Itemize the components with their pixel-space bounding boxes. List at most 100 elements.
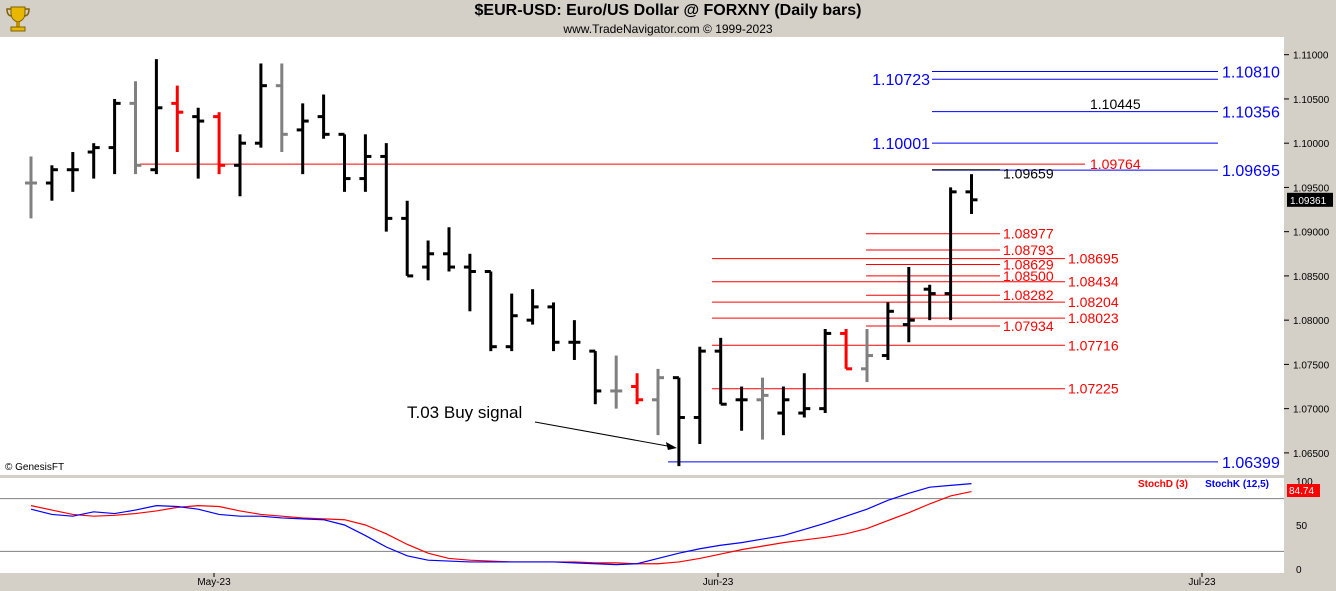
y-tick-label: 1.09000 <box>1293 228 1330 239</box>
last-price-box <box>1287 192 1333 207</box>
level-label: 1.07716 <box>1068 337 1119 353</box>
ohlc-bar <box>965 174 978 214</box>
ohlc-bar <box>902 267 915 343</box>
ohlc-bar <box>526 289 539 325</box>
level-label: 1.07934 <box>1003 318 1054 334</box>
level-label: 1.10001 <box>872 136 930 153</box>
ohlc-bar <box>672 376 685 467</box>
ohlc-bar <box>359 134 372 192</box>
y-tick-label: 1.06500 <box>1293 449 1330 460</box>
ohlc-bar <box>338 132 351 192</box>
stochastic-panel <box>0 478 1284 573</box>
ohlc-bar <box>923 284 936 321</box>
ohlc-bar <box>380 143 393 232</box>
level-label: 1.08023 <box>1068 310 1119 326</box>
level-label: 1.10810 <box>1222 65 1280 82</box>
y-tick-label: 1.09500 <box>1293 183 1330 194</box>
ohlc-bar <box>45 165 58 201</box>
level-label: 1.09764 <box>1090 156 1141 172</box>
level-label: 1.08204 <box>1068 294 1119 310</box>
y-tick-label: 1.07000 <box>1293 405 1330 416</box>
level-label: 1.08282 <box>1003 287 1054 303</box>
ohlc-bar <box>317 94 330 139</box>
buy-signal-arrowhead <box>665 442 677 450</box>
ohlc-bar <box>547 302 560 352</box>
ohlc-bar <box>610 355 623 409</box>
buy-signal-annotation: T.03 Buy signal <box>407 403 522 422</box>
ohlc-bar <box>735 386 748 431</box>
ohlc-bar <box>254 63 267 148</box>
ohlc-bar <box>87 143 100 179</box>
y-tick-label: 1.10000 <box>1293 139 1330 150</box>
ohlc-bar <box>108 98 121 175</box>
ohlc-bar <box>714 337 727 406</box>
legend-stochd: StochD (3) <box>1138 479 1188 490</box>
ohlc-bar <box>693 346 706 445</box>
y-tick-label: 1.08500 <box>1293 272 1330 283</box>
level-label: 1.08977 <box>1003 226 1054 242</box>
x-tick-label: Jul-23 <box>1188 577 1216 588</box>
ohlc-bar <box>296 103 309 175</box>
ohlc-bar <box>944 187 957 321</box>
stoch-tick-label: 50 <box>1296 521 1308 532</box>
stoch-series-line <box>30 483 972 566</box>
ohlc-bar <box>150 59 163 175</box>
ohlc-bar <box>463 253 476 312</box>
ohlc-bar <box>777 386 790 436</box>
ohlc-bar <box>192 107 205 179</box>
chart-subtitle: www.TradeNavigator.com © 1999-2023 <box>563 22 773 36</box>
stoch-last-box <box>1287 484 1320 497</box>
level-label: 1.10356 <box>1222 105 1280 122</box>
ohlc-bar <box>25 156 37 219</box>
ohlc-bar <box>652 368 664 436</box>
ohlc-bar <box>171 85 184 153</box>
y-tick-label: 1.08000 <box>1293 316 1330 327</box>
ohlc-bar <box>213 112 226 175</box>
ohlc-bar <box>568 320 581 360</box>
y-tick-label: 1.11000 <box>1293 51 1329 62</box>
legend-stochk: StochK (12,5) <box>1205 479 1269 490</box>
chart-header: $EUR-USD: Euro/US Dollar @ FORXNY (Daily… <box>0 0 1336 37</box>
ohlc-bar <box>484 269 497 352</box>
trophy-logo-icon <box>6 6 30 32</box>
y-tick-label: 1.07500 <box>1293 360 1330 371</box>
level-label: 1.08500 <box>1003 268 1054 284</box>
level-label: 1.07225 <box>1068 381 1119 397</box>
ohlc-bar <box>422 240 435 281</box>
stoch-last-label: 84.74 <box>1289 486 1314 497</box>
genesis-watermark: © GenesisFT <box>5 462 65 473</box>
ohlc-bar <box>881 302 894 360</box>
ohlc-bar <box>275 63 288 153</box>
x-tick-label: May-23 <box>197 577 231 588</box>
buy-signal-arrow <box>534 421 673 448</box>
stoch-tick-label: 100 <box>1296 477 1313 488</box>
level-label: 1.09659 <box>1003 165 1054 181</box>
level-label: 1.08793 <box>1003 242 1054 258</box>
ohlc-bar <box>798 373 811 418</box>
price-panel <box>0 37 1284 475</box>
ohlc-bar <box>589 349 602 405</box>
level-label: 1.10445 <box>1090 96 1141 112</box>
ohlc-bar <box>861 329 873 383</box>
ohlc-bar <box>505 293 518 352</box>
level-label: 1.06399 <box>1222 455 1280 472</box>
last-price-label: 1.09361 <box>1290 196 1327 207</box>
ohlc-bar <box>840 329 853 371</box>
ohlc-bar <box>819 329 832 414</box>
ohlc-bar <box>401 200 414 278</box>
ohlc-bar <box>234 134 246 197</box>
level-label: 1.10723 <box>872 72 930 89</box>
ohlc-bar <box>756 377 769 440</box>
ohlc-bar <box>631 373 644 405</box>
x-tick-label: Jun-23 <box>703 577 734 588</box>
stoch-tick-label: 0 <box>1296 565 1302 576</box>
ohlc-bar <box>66 152 79 192</box>
y-tick-label: 1.10500 <box>1293 95 1330 106</box>
ohlc-bar <box>129 81 142 175</box>
level-label: 1.09695 <box>1222 163 1280 180</box>
level-label: 1.08695 <box>1068 251 1119 267</box>
ohlc-bar <box>443 227 455 272</box>
level-label: 1.08629 <box>1003 256 1054 272</box>
chart-title: $EUR-USD: Euro/US Dollar @ FORXNY (Daily… <box>474 2 862 19</box>
